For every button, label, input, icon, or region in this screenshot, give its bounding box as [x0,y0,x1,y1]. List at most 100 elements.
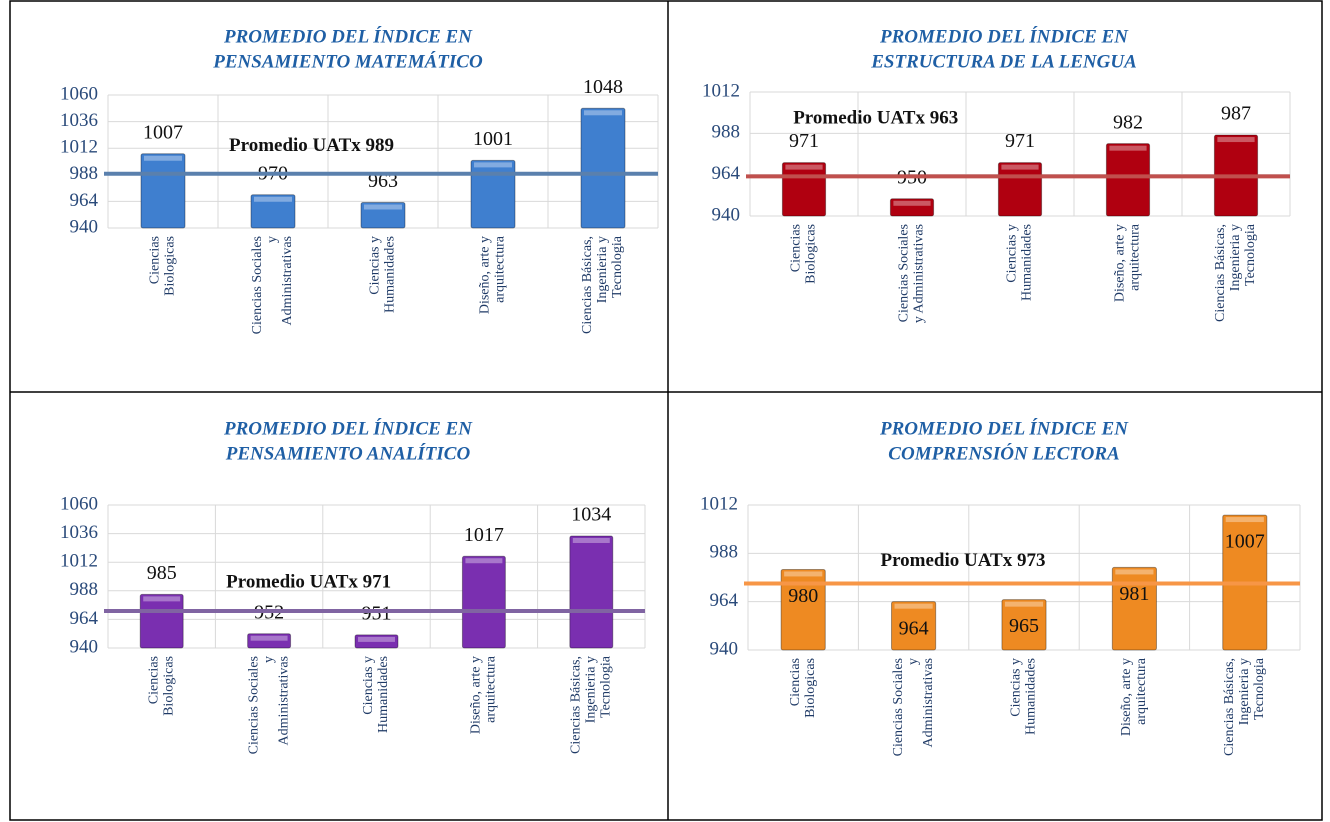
x-tick-label: Ciencias y [368,236,383,295]
bar-highlight [894,603,933,609]
x-tick-label: Tecnologia [1243,223,1258,286]
x-tick-label: Diseño, arte y [1119,658,1134,736]
data-label: 971 [789,130,819,152]
data-label: 980 [788,585,818,607]
y-tick-label: 988 [712,122,741,143]
x-tick-label: y Administrativas [912,224,927,323]
data-label: 1007 [143,121,183,143]
bar [247,633,292,649]
x-tick-label: Ciencias [146,656,161,704]
y-tick-label: 1012 [700,493,738,514]
bar-highlight [144,155,182,161]
x-tick-label: Administrativas [921,658,936,747]
x-tick-label: Humanidades [376,656,391,733]
x-tick-label: y [265,236,280,243]
x-tick-label: Ingenieria y [1237,658,1252,725]
chart-title: PENSAMIENTO ANALÍTICO [225,442,471,464]
y-tick-label: 1012 [60,137,98,158]
bar-highlight [1217,137,1255,143]
x-tick-label: Ciencias Básicas, [1213,224,1228,322]
x-tick-label: y [906,658,921,665]
x-tick-label: arquitectura [493,235,508,303]
data-label: 1001 [473,128,513,150]
x-tick-label: Ciencias y [1005,224,1020,283]
bar [360,202,406,229]
bar [1001,599,1047,651]
bar [781,162,827,217]
x-tick-label: Biologicas [161,656,176,716]
data-label: 951 [362,602,392,624]
reference-label: Promedio UATx 971 [226,571,391,592]
bar [140,153,186,229]
x-tick-label: Diseño, arte y [478,236,493,314]
y-tick-label: 964 [710,590,739,611]
x-tick-label: Diseño, arte y [469,656,484,734]
bar [470,159,516,229]
bar-highlight [1004,601,1044,607]
bar [891,601,937,651]
data-label: 965 [1009,615,1039,637]
x-tick-label: Humanidades [1024,658,1039,735]
y-tick-label: 988 [70,579,99,600]
x-tick-label: arquitectura [484,655,499,723]
x-tick-label: Humanidades [1020,224,1035,301]
bar [1111,566,1157,651]
y-tick-label: 988 [70,163,99,184]
reference-label: Promedio UATx 963 [793,108,958,129]
x-tick-label: Biologicas [804,224,819,284]
bar-highlight [785,164,823,170]
data-label: 971 [1005,130,1035,152]
x-tick-label: Ciencias Sociales [246,656,261,754]
bar [139,593,184,649]
bar [889,198,935,217]
y-tick-label: 940 [70,636,99,657]
bar [461,555,506,649]
bar-highlight [254,196,292,202]
bar [780,568,826,651]
y-tick-label: 964 [712,163,741,184]
x-tick-label: arquitectura [1128,223,1143,291]
x-tick-label: Ciencias Básicas, [580,236,595,334]
bar-highlight [893,200,931,206]
y-tick-label: 940 [70,216,99,237]
x-tick-label: Biologicas [163,236,178,296]
chart-title: COMPRENSIÓN LECTORA [888,442,1119,464]
bar-highlight [584,110,622,116]
reference-label: Promedio UATx 989 [229,135,394,156]
y-tick-label: 964 [70,608,99,629]
bar [1105,143,1151,217]
y-tick-label: 964 [70,190,99,211]
data-label: 1007 [1225,531,1265,553]
x-tick-label: Ciencias y [361,656,376,715]
x-tick-label: Ciencias Sociales [250,236,265,334]
x-tick-label: Ciencias Básicas, [1222,658,1237,756]
y-tick-label: 1060 [60,493,98,514]
data-label: 964 [899,617,929,639]
y-tick-label: 1060 [60,83,98,104]
data-label: 987 [1221,103,1251,125]
reference-label: Promedio UATx 973 [880,550,1045,571]
x-tick-label: Ciencias [789,224,804,272]
y-tick-label: 940 [710,638,739,659]
bar-highlight [784,571,823,577]
x-tick-label: Administrativas [280,236,295,325]
x-tick-label: Biologicas [803,658,818,718]
x-tick-label: arquitectura [1134,657,1149,725]
data-label: 985 [147,562,177,584]
data-label: 1034 [571,504,611,526]
x-tick-label: Tecnologia [599,655,614,718]
chart-title: PROMEDIO DEL ÍNDICE EN [879,417,1129,439]
x-tick-label: Ciencias [788,658,803,706]
bar [580,107,626,229]
x-tick-label: Humanidades [383,236,398,313]
bar-highlight [1001,164,1039,170]
x-tick-label: Ciencias Sociales [891,658,906,756]
y-tick-label: 940 [712,204,741,225]
y-tick-label: 1036 [60,522,98,543]
bar-highlight [358,636,395,642]
bar-highlight [572,537,610,543]
data-label: 1017 [464,524,504,546]
y-tick-label: 1012 [702,80,740,101]
chart-title: PROMEDIO DEL ÍNDICE EN [879,25,1129,47]
bar-highlight [1225,517,1264,523]
